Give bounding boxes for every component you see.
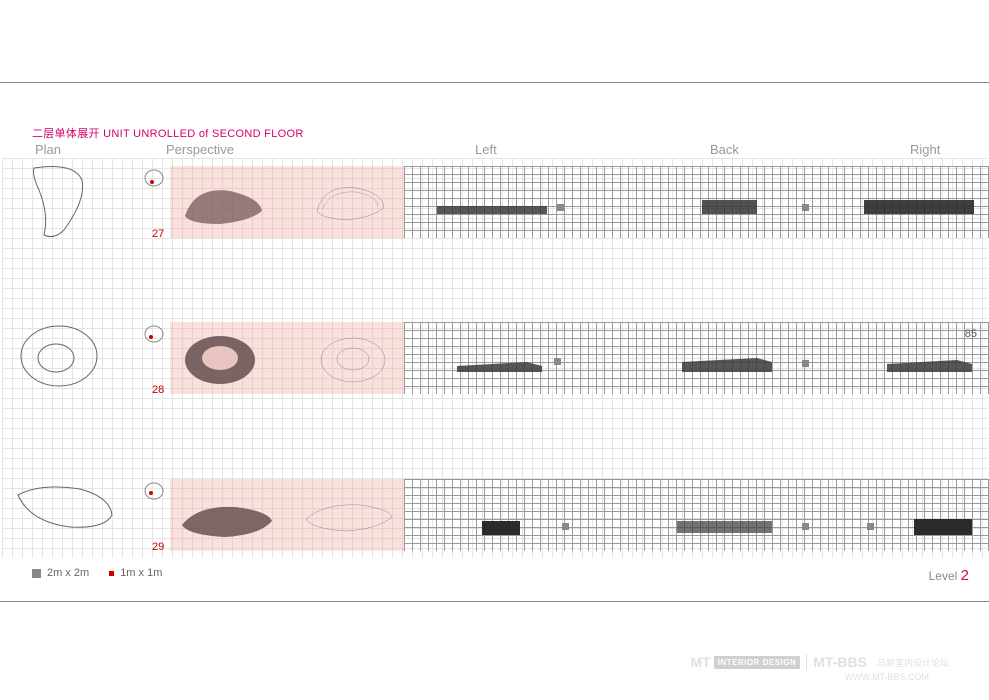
perspective-wire [302,499,397,537]
unit-number: 28 [152,384,164,396]
scale-marker [562,523,569,530]
elev-back [702,196,757,216]
elev-back [682,356,772,374]
elev-right [914,519,972,537]
perspective-render [180,499,275,541]
unit-row: 28 85 [2,314,987,394]
scale-legend: 2m x 2m 1m x 1m [32,567,162,579]
legend-swatch-small [109,571,114,576]
key-plan-icon [142,479,166,503]
col-plan: Plan [35,142,61,157]
watermark-logo-left: MT [690,654,710,670]
col-perspective: Perspective [166,142,234,157]
perspective-wire [312,176,392,231]
elev-left [437,200,547,216]
col-right: Right [910,142,940,157]
elev-right [864,196,974,216]
page-number: 85 [965,328,977,340]
legend-label-large: 2m x 2m [47,567,89,579]
scale-marker [867,523,874,530]
elevation-grid [404,479,989,551]
level-label: Level [929,569,958,583]
sheet-title: 二层单体展开 UNIT UNROLLED of SECOND FLOOR [32,125,304,141]
unit-row: 29 [2,471,987,551]
elev-back [677,521,772,535]
plan-drawing [10,477,120,547]
unit-number: 29 [152,541,164,553]
scale-marker [557,204,564,211]
elev-left [457,358,542,374]
legend-swatch-large [32,569,41,578]
scale-marker [802,360,809,367]
plan-drawing [14,316,104,396]
perspective-render [180,330,260,388]
elev-left [482,521,520,537]
perspective-wire [317,332,392,387]
watermark-url: WWW.MT-BBS.COM [845,672,930,682]
level-indicator: Level 2 [929,567,969,584]
unit-row: 27 [2,158,987,238]
watermark-sub: 马蹄室内设计论坛 [877,656,949,669]
grid-background: 27 28 85 [2,158,987,558]
unit-number: 27 [152,228,164,240]
scale-marker [802,204,809,211]
key-plan-icon [142,166,166,190]
col-left: Left [475,142,497,157]
perspective-render [180,176,270,231]
key-plan-icon [142,322,166,346]
plan-drawing [14,160,94,242]
watermark-tag: INTERIOR DESIGN [714,656,801,669]
scale-marker [554,358,561,365]
legend-label-small: 1m x 1m [120,567,162,579]
col-back: Back [710,142,739,157]
elev-right [887,358,972,374]
watermark-logo-right: MT-BBS [813,654,867,670]
level-number: 2 [961,567,969,584]
scale-marker [802,523,809,530]
watermark: MT INTERIOR DESIGN MT-BBS 马蹄室内设计论坛 [690,654,949,670]
